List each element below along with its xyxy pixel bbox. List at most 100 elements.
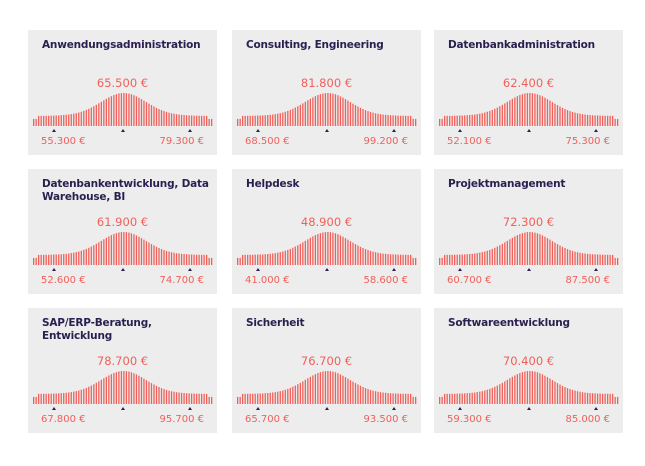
salary-card: Datenbankadministration 62.400 € 52.100 € 7… [434,30,623,155]
distribution-bar [499,384,501,404]
distribution-bar [569,250,571,265]
low-quartile-salary: 68.500 € [245,136,290,147]
distribution-bar [180,253,183,265]
distribution-bar [531,232,534,265]
distribution-bar [40,115,42,126]
distribution-bar [322,93,324,126]
distribution-bar [486,389,488,404]
distribution-bar [387,254,389,265]
distribution-bar [446,115,448,126]
distribution-bar [203,115,205,126]
distribution-bar [564,387,566,404]
distribution-bar [140,377,143,404]
distribution-bar [456,254,458,265]
low-quartile-marker-icon [458,407,462,410]
distribution-bar [55,115,57,126]
distribution-bar [60,115,62,126]
distribution-bar [254,115,256,126]
distribution-bar [384,114,387,126]
high-quartile-marker-icon [594,268,598,271]
distribution-bar [272,253,274,265]
distribution-bar [496,246,498,265]
high-quartile-marker-icon [392,407,396,410]
high-quartile-salary: 79.300 € [159,136,204,147]
distribution-bar [506,379,508,404]
distribution-bar [367,250,369,265]
distribution-bar [397,254,399,265]
distribution-bar [534,371,536,404]
distribution-bar [451,393,453,404]
distribution-bar [80,389,82,404]
distribution-bar [397,115,399,126]
distribution-bar [269,392,271,404]
distribution-bar [188,115,190,126]
distribution-bar [516,235,519,265]
distribution-bar [491,248,493,265]
distribution-bar [259,115,261,126]
high-quartile-salary: 99.200 € [363,136,408,147]
distribution-bar [302,103,304,126]
distribution-bar [150,383,153,404]
distribution-bar [53,254,55,265]
distribution-bar [601,115,604,126]
distribution-bar [68,392,70,404]
distribution-bar [579,391,581,404]
distribution-bar [389,115,392,126]
distribution-bar [367,111,369,126]
distribution-bar [257,393,259,404]
distribution-bar [379,392,382,404]
distribution-bar [352,381,354,404]
distribution-bar [617,118,619,126]
distribution-bar [454,393,456,404]
distribution-bar [614,396,616,404]
distribution-bar [604,393,606,404]
median-salary: 81.800 € [300,76,353,90]
distribution-bar [524,93,526,126]
distribution-bar [205,393,208,404]
distribution-bar [609,115,611,126]
low-quartile-marker-icon [52,129,56,132]
distribution-bar [262,393,264,404]
distribution-bar [262,254,264,265]
distribution-bar [564,109,566,126]
distribution-bar [284,250,286,265]
high-quartile-salary: 85.000 € [565,414,610,425]
distribution-bar [471,392,473,404]
distribution-bar [277,391,279,404]
distribution-bar [337,234,339,265]
distribution-bar [454,254,456,265]
median-salary: 62.400 € [502,76,555,90]
card-title: Softwareentwicklung [448,317,570,329]
distribution-bar [239,257,241,265]
distribution-bar [347,378,349,404]
distribution-bar [110,235,113,265]
distribution-bar [195,115,198,126]
distribution-bar [208,396,210,404]
distribution-bar [594,393,596,404]
distribution-bar [180,114,183,126]
distribution-bar [43,254,45,265]
distribution-bar [379,253,382,265]
distribution-bar [65,392,67,404]
distribution-bar [501,104,503,126]
distribution-bar [53,393,55,404]
distribution-bar [138,375,140,404]
low-quartile-marker-icon [458,268,462,271]
distribution-bar [566,249,569,265]
distribution-bar [526,93,529,126]
distribution-bar [586,253,589,265]
distribution-bar [100,240,102,265]
distribution-bar [75,252,77,265]
high-quartile-salary: 93.500 € [363,414,408,425]
distribution-bar [242,115,244,126]
distribution-bar [589,115,591,126]
distribution-bar [322,232,324,265]
distribution-bar [546,238,549,265]
distribution-bar [314,96,317,126]
distribution-bar [399,115,402,126]
distribution-bar [75,113,77,126]
distribution-bar [60,254,62,265]
median-salary: 78.700 € [96,354,149,368]
distribution-bar [80,250,82,265]
distribution-bar [287,110,289,126]
